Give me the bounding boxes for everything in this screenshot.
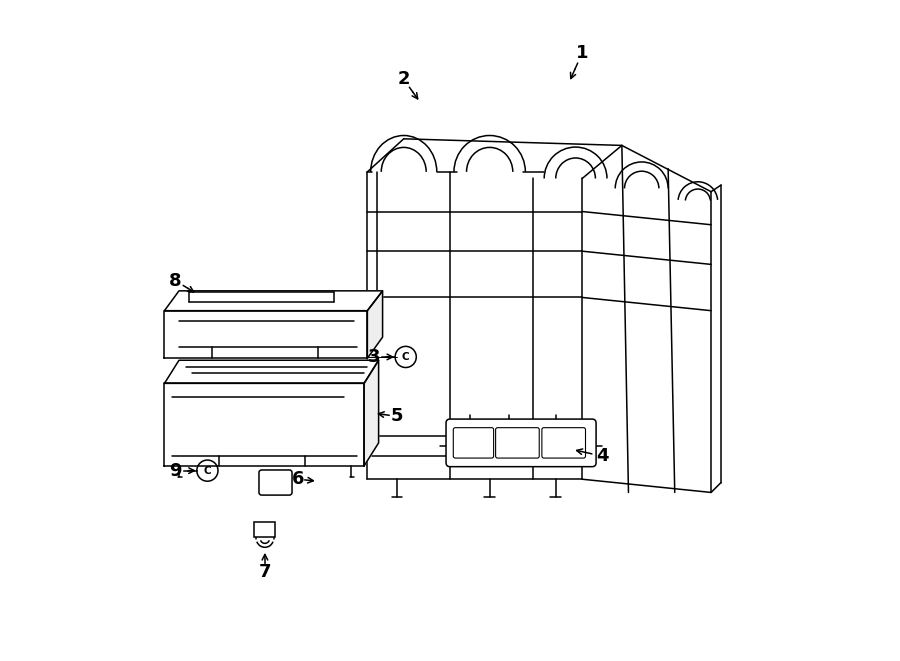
- Polygon shape: [165, 383, 364, 466]
- Polygon shape: [364, 360, 379, 466]
- Text: C: C: [402, 352, 410, 362]
- Text: C: C: [203, 465, 212, 476]
- Text: 7: 7: [258, 563, 271, 581]
- FancyBboxPatch shape: [446, 419, 596, 467]
- Text: 1: 1: [576, 44, 589, 62]
- Polygon shape: [165, 360, 379, 383]
- Polygon shape: [367, 291, 382, 358]
- Text: 4: 4: [596, 447, 608, 465]
- Text: 5: 5: [391, 407, 403, 426]
- Text: 3: 3: [368, 348, 380, 366]
- Bar: [255, 522, 275, 537]
- Text: 8: 8: [169, 272, 182, 290]
- Text: 2: 2: [398, 70, 410, 89]
- Polygon shape: [165, 291, 382, 311]
- Text: 9: 9: [169, 461, 182, 480]
- Text: 6: 6: [292, 470, 304, 488]
- FancyBboxPatch shape: [259, 470, 292, 495]
- Polygon shape: [165, 311, 367, 358]
